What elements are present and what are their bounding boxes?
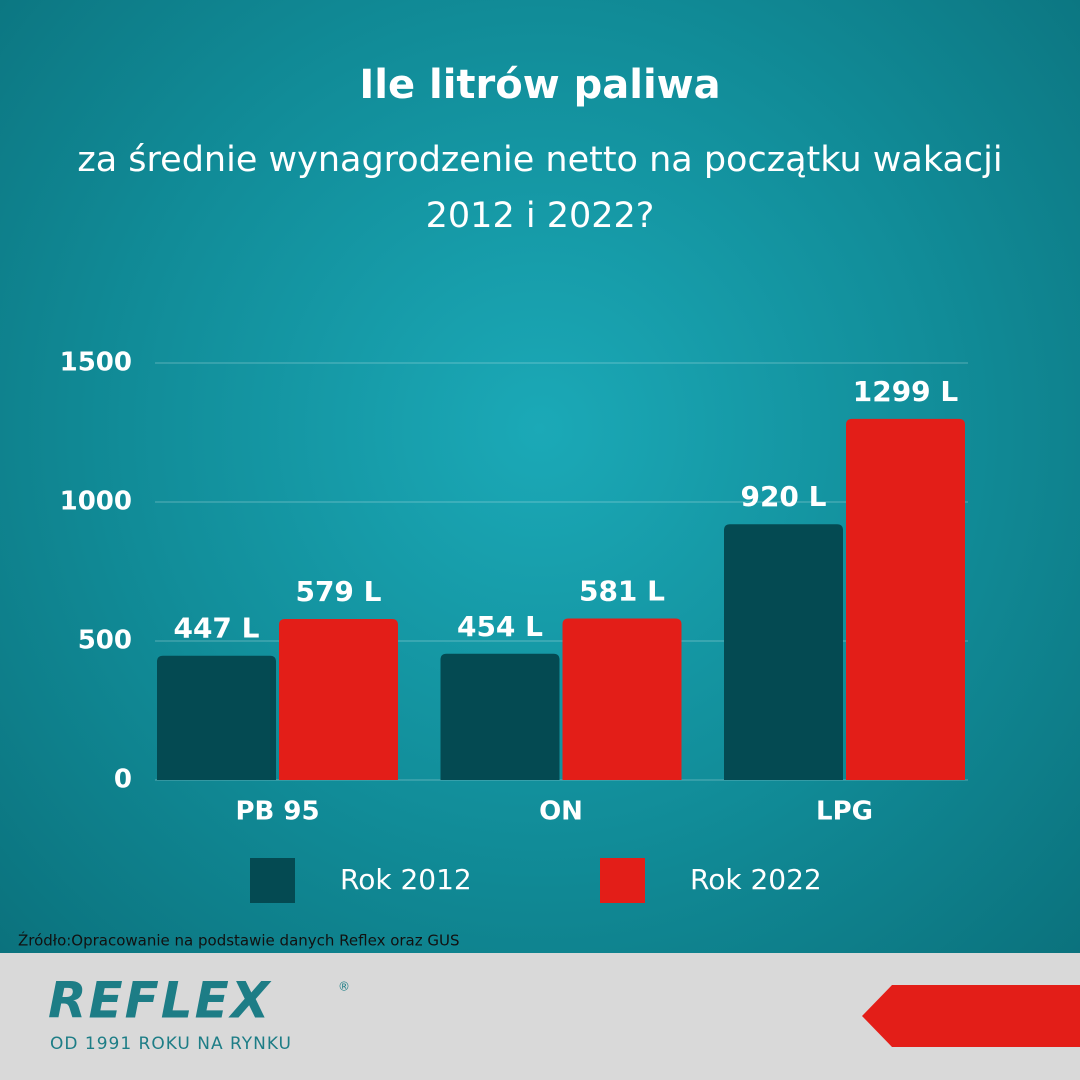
source-note: Źródło:Opracowanie na podstawie danych R… [18, 931, 460, 950]
bar [846, 418, 965, 780]
chart-title: Ile litrów paliwa [359, 62, 721, 108]
value-label: 447 L [173, 612, 259, 645]
bar [440, 653, 560, 780]
legend-swatch [250, 858, 295, 903]
bar [724, 524, 843, 780]
x-tick-label: ON [539, 797, 583, 827]
value-label: 920 L [740, 480, 826, 513]
value-label: 1299 L [853, 375, 959, 408]
x-tick-label: LPG [816, 797, 873, 827]
bar [279, 619, 398, 780]
x-tick-label: PB 95 [235, 797, 319, 827]
bar [157, 655, 276, 780]
legend-label: Rok 2022 [690, 863, 822, 896]
y-tick-label: 0 [114, 765, 132, 795]
y-tick-label: 1500 [60, 348, 132, 378]
legend-label: Rok 2012 [340, 863, 472, 896]
value-label: 581 L [579, 574, 665, 607]
y-tick-label: 1000 [60, 487, 132, 517]
bar [562, 618, 682, 780]
value-label: 454 L [457, 610, 543, 643]
logo-registered: ® [338, 980, 350, 994]
y-tick-label: 500 [78, 626, 132, 656]
tagline: OD 1991 ROKU NA RYNKU [50, 1034, 292, 1054]
logo: REFLEX [48, 972, 272, 1030]
chart-subtitle: za średnie wynagrodzenie netto na począt… [77, 140, 1003, 236]
value-label: 579 L [295, 575, 381, 608]
arrow-decoration [862, 985, 1080, 1047]
legend-swatch [600, 858, 645, 903]
